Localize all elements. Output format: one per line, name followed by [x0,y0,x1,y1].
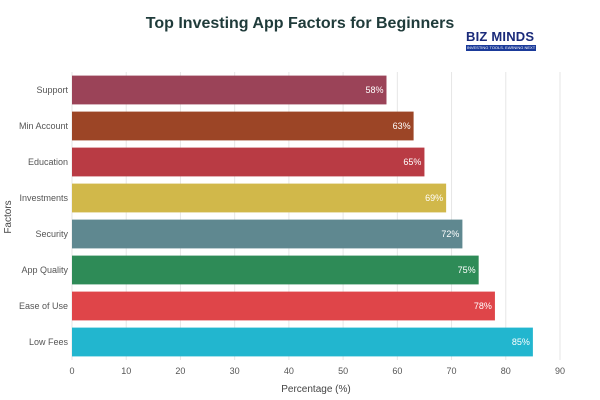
y-tick-label: Low Fees [29,337,69,347]
logo-text: BIZ MINDS [466,29,535,44]
data-label: 69% [425,193,443,203]
x-tick-label: 60 [392,366,402,376]
data-label: 65% [403,157,421,167]
data-label: 58% [365,85,383,95]
y-tick-label: Ease of Use [19,301,68,311]
bar-security [72,219,463,249]
y-axis-label: Factors [3,200,14,233]
data-label: 85% [512,337,530,347]
bars-group: 58% 63% 65% 69% 72% 75% 78% 85% [72,75,533,357]
chart-title: Top Investing App Factors for Beginners [146,15,455,32]
data-label: 75% [458,265,476,275]
x-tick-label: 90 [555,366,565,376]
x-tick-label: 70 [447,366,457,376]
logo-tagline: INVESTING TOOLS. EARNING NEXT [466,45,536,51]
bar-ease-of-use [72,291,495,321]
y-tick-labels: Support Min Account Education Investments Se… [19,85,69,347]
bar-support [72,75,387,105]
y-tick-label: App Quality [21,265,68,275]
y-tick-label: Min Account [19,121,69,131]
y-tick-label: Investments [19,193,68,203]
bar-min-account [72,111,414,141]
x-tick-label: 50 [338,366,348,376]
bar-app-quality [72,255,479,285]
bar-investments [72,183,447,213]
x-tick-labels: 0 10 20 30 40 50 60 70 80 90 [69,366,565,376]
x-tick-label: 80 [501,366,511,376]
bar-education [72,147,425,177]
x-tick-label: 20 [175,366,185,376]
x-tick-label: 30 [230,366,240,376]
y-tick-label: Education [28,157,68,167]
bar-low-fees [72,327,533,357]
data-label: 72% [441,229,459,239]
x-axis-label: Percentage (%) [281,384,350,395]
y-tick-label: Security [35,229,68,239]
data-label: 63% [393,121,411,131]
x-tick-label: 10 [121,366,131,376]
x-tick-label: 0 [69,366,74,376]
data-label: 78% [474,301,492,311]
y-tick-label: Support [36,85,68,95]
x-tick-label: 40 [284,366,294,376]
brand-logo: BIZ MINDS INVESTING TOOLS. EARNING NEXT [466,30,542,54]
